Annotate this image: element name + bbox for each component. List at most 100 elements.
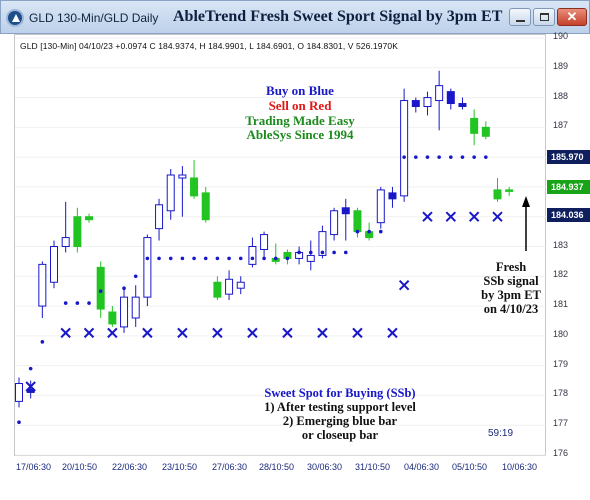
x-marker [107, 327, 118, 339]
support-dot [40, 340, 45, 344]
time-tick-label: 17/06:30 [16, 462, 52, 472]
support-dot [63, 301, 68, 305]
x-marker-stroke [107, 327, 118, 339]
support-dot [250, 256, 255, 261]
x-marker-stroke [445, 211, 457, 222]
x-marker [492, 211, 503, 222]
support-dot [157, 256, 161, 261]
x-marker-stroke [83, 327, 95, 339]
support-dot [227, 256, 231, 261]
ohlc-info-line: GLD [130-Min] 04/10/23 +0.0974 C 184.937… [20, 41, 399, 51]
support-dot [238, 256, 243, 261]
support-dot [308, 250, 313, 255]
support-dot [262, 256, 266, 261]
support-dot [437, 155, 441, 159]
x-marker [445, 211, 457, 222]
candle-body [446, 91, 455, 105]
candle-body [423, 97, 432, 108]
x-marker-stroke [398, 280, 410, 291]
x-marker-stroke [142, 327, 153, 339]
candle-body [131, 296, 140, 319]
trading-made-easy-label: Trading Made Easy [245, 113, 355, 128]
x-marker [317, 327, 328, 339]
price-tick-label: 176 [553, 448, 569, 458]
candle-body [236, 281, 245, 289]
fresh-note-line: on 4/10/23 [483, 302, 539, 316]
fresh-note-line: SSb signal [483, 274, 539, 288]
sweet-spot-line: or closeup bar [301, 428, 379, 442]
x-marker-stroke [212, 327, 223, 339]
fresh-note-line: by 3pm ET [481, 288, 541, 302]
minimize-icon [516, 20, 525, 22]
x-marker [25, 381, 36, 392]
candle-body [38, 263, 47, 307]
candle-body [400, 100, 409, 197]
price-tick-label: 180 [553, 328, 569, 339]
support-dot [425, 155, 430, 159]
candle-body [108, 311, 117, 325]
x-marker-stroke [177, 327, 188, 339]
candle-body [155, 204, 164, 230]
price-tick-label: 187 [553, 120, 569, 131]
candle-body [225, 278, 234, 295]
ablesys-since-label: AbleSys Since 1994 [246, 127, 354, 142]
price-tick-label: 189 [553, 60, 569, 71]
resistance-price-tag: 185.970 [547, 150, 590, 164]
candle-body [248, 246, 257, 265]
support-dot [285, 256, 290, 261]
price-chart[interactable] [15, 35, 547, 457]
candle-body [120, 296, 129, 328]
sweet-spot-note: Sweet Spot for Buying (SSb) 1) After tes… [210, 386, 470, 442]
app-logo-icon [6, 9, 24, 27]
candle-body [388, 192, 397, 200]
support-dot [332, 250, 336, 255]
minimize-button[interactable] [509, 8, 531, 26]
support-dot [203, 256, 208, 261]
chart-area[interactable] [14, 34, 547, 457]
support-dot [28, 366, 33, 371]
x-marker-stroke [317, 327, 328, 339]
sweet-spot-line: 1) After testing support level [264, 400, 416, 414]
candle-body [50, 246, 59, 283]
support-dot [192, 256, 196, 261]
candle-body [306, 254, 315, 262]
x-marker-stroke [492, 211, 503, 222]
close-icon: ✕ [566, 9, 578, 24]
x-marker [422, 211, 433, 222]
bar-countdown-clock: 59:19 [488, 428, 514, 439]
maximize-button[interactable] [533, 8, 555, 26]
support-dot [343, 250, 348, 255]
candle-body [15, 383, 23, 402]
candle-body [61, 237, 70, 247]
candle-body [458, 103, 467, 108]
candle-body [330, 210, 339, 236]
close-button[interactable]: ✕ [557, 8, 587, 26]
x-marker [398, 280, 410, 291]
price-tick-label: 182 [553, 269, 569, 280]
candle-body [341, 207, 350, 215]
support-dot [87, 301, 91, 305]
support-dot [355, 229, 360, 234]
chart-title: AbleTrend Fresh Sweet Sport Signal by 3p… [173, 8, 503, 25]
support-dot [133, 274, 138, 279]
support-dot [449, 155, 453, 159]
x-marker [177, 327, 188, 339]
maximize-icon [540, 13, 549, 21]
time-tick-label: 05/10:50 [452, 462, 488, 472]
x-marker [387, 327, 398, 339]
title-bar: GLD 130-Min/GLD Daily AbleTrend Fresh Sw… [0, 0, 590, 34]
support-dot [414, 155, 418, 159]
time-tick-label: 10/06:30 [502, 462, 538, 472]
x-marker-stroke [422, 211, 433, 222]
support-dot [75, 301, 80, 305]
candle-body [481, 126, 490, 137]
time-tick-label: 22/06:30 [112, 462, 148, 472]
x-marker [60, 327, 71, 339]
x-marker-stroke [60, 327, 71, 339]
buy-on-blue-label: Buy on Blue [266, 83, 334, 98]
x-marker-stroke [25, 381, 36, 392]
price-tick-label: 183 [553, 239, 569, 250]
support-dot [17, 420, 21, 425]
support-dot [122, 286, 126, 290]
support-dot [320, 250, 325, 255]
